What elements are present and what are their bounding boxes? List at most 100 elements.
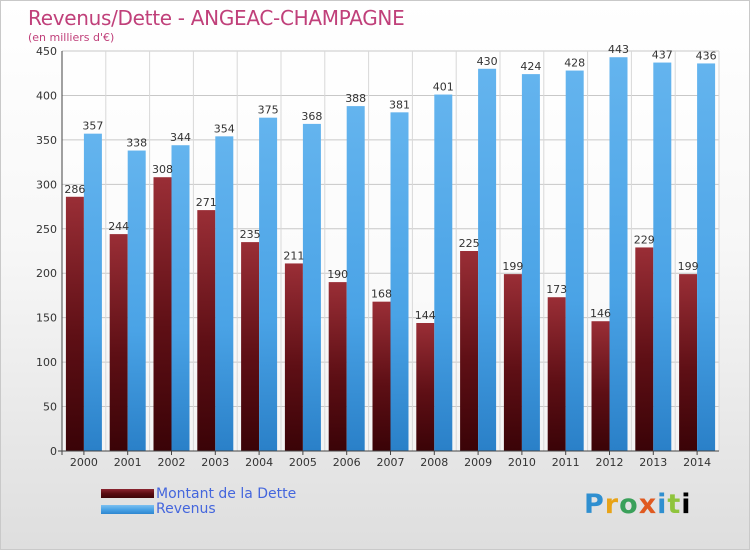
data-label-dette: 308 <box>152 163 173 176</box>
data-label-dette: 225 <box>459 237 480 250</box>
x-tick-label: 2011 <box>552 456 580 469</box>
x-tick-label: 2014 <box>683 456 711 469</box>
bar-revenus <box>171 145 190 451</box>
data-label-dette: 211 <box>283 249 304 262</box>
bars <box>65 57 716 452</box>
data-label-revenus: 428 <box>564 57 585 70</box>
legend-label-revenus: Revenus <box>156 501 216 517</box>
data-label-revenus: 338 <box>126 137 147 150</box>
bar-dette <box>241 242 260 451</box>
data-labels: 286 357 244 338 308 344 271 354 235 375 211 368 190 3… <box>64 43 716 322</box>
data-label-dette: 144 <box>415 309 436 322</box>
bar-revenus <box>478 68 497 452</box>
axes: 0 50 100 150 200 250 300 350 400 450 2000 2001 2002 2… <box>36 45 719 469</box>
logo-letter: r <box>604 489 620 520</box>
bar-dette <box>635 247 654 451</box>
bar-dette <box>328 282 347 451</box>
x-tick-label: 2001 <box>114 456 142 469</box>
data-label-revenus: 436 <box>696 49 717 62</box>
y-tick-label: 0 <box>50 445 57 458</box>
x-tick-label: 2003 <box>201 456 229 469</box>
data-label-dette: 199 <box>678 260 699 273</box>
x-tick-label: 2005 <box>289 456 317 469</box>
y-tick-label: 450 <box>36 45 57 58</box>
x-tick-label: 2012 <box>596 456 624 469</box>
bar-dette <box>372 301 391 451</box>
bar-revenus <box>127 150 146 452</box>
bar-dette <box>153 177 172 451</box>
bar-dette <box>503 274 522 451</box>
data-label-dette: 229 <box>634 233 655 246</box>
data-label-dette: 271 <box>196 196 217 209</box>
data-label-dette: 235 <box>240 228 261 241</box>
data-label-revenus: 375 <box>258 104 279 117</box>
bar-dette <box>197 210 216 451</box>
y-tick-label: 300 <box>36 178 57 191</box>
data-label-revenus: 381 <box>389 98 410 111</box>
y-tick-label: 50 <box>43 401 57 414</box>
bar-dette <box>460 251 479 451</box>
bar-revenus <box>390 112 409 451</box>
data-label-dette: 146 <box>590 307 611 320</box>
bar-revenus <box>521 74 540 451</box>
bar-revenus <box>346 106 365 451</box>
bar-revenus <box>434 94 453 452</box>
y-tick-label: 100 <box>36 356 57 369</box>
x-tick-label: 2002 <box>158 456 186 469</box>
bar-revenus <box>697 63 716 451</box>
data-label-dette: 190 <box>327 268 348 281</box>
y-tick-label: 350 <box>36 134 57 147</box>
data-label-revenus: 401 <box>433 81 454 94</box>
x-tick-label: 2007 <box>377 456 405 469</box>
data-label-revenus: 424 <box>520 60 541 73</box>
bar-revenus <box>609 57 628 451</box>
bar-dette <box>679 274 698 451</box>
proxiti-logo: Proxiti <box>584 489 692 520</box>
data-label-revenus: 443 <box>608 43 629 56</box>
bar-dette <box>591 321 610 451</box>
x-tick-label: 2013 <box>639 456 667 469</box>
x-tick-label: 2004 <box>245 456 273 469</box>
logo-letter: o <box>619 489 639 520</box>
legend-swatch-revenus <box>101 505 154 514</box>
data-label-revenus: 430 <box>477 55 498 68</box>
bar-revenus <box>302 123 321 451</box>
bar-dette <box>284 263 303 451</box>
data-label-dette: 173 <box>546 283 567 296</box>
bar-dette <box>65 196 84 451</box>
logo-letter: P <box>584 489 605 520</box>
data-label-dette: 168 <box>371 288 392 301</box>
x-tick-label: 2008 <box>420 456 448 469</box>
y-tick-label: 250 <box>36 223 57 236</box>
data-label-revenus: 344 <box>170 131 191 144</box>
y-tick-label: 200 <box>36 267 57 280</box>
chart-title: Revenus/Dette - ANGEAC-CHAMPAGNE <box>28 6 405 30</box>
logo-letter: t <box>667 489 682 520</box>
logo-letter: i <box>657 489 668 520</box>
data-label-dette: 199 <box>502 260 523 273</box>
bar-dette <box>416 323 435 451</box>
legend-swatch-dette <box>101 489 154 498</box>
legend-label-dette: Montant de la Dette <box>156 486 297 502</box>
data-label-revenus: 368 <box>301 110 322 123</box>
data-label-revenus: 388 <box>345 92 366 105</box>
bar-revenus <box>653 62 672 452</box>
data-label-dette: 286 <box>64 183 85 196</box>
chart-subtitle: (en milliers d'€) <box>28 31 115 44</box>
bar-revenus <box>259 117 278 452</box>
data-label-dette: 244 <box>108 220 129 233</box>
data-label-revenus: 437 <box>652 49 673 62</box>
y-tick-label: 400 <box>36 89 57 102</box>
x-tick-label: 2009 <box>464 456 492 469</box>
bar-revenus <box>565 70 584 452</box>
data-label-revenus: 354 <box>214 122 235 135</box>
bar-dette <box>547 297 566 451</box>
data-label-revenus: 357 <box>82 120 103 133</box>
x-tick-label: 2006 <box>333 456 361 469</box>
logo-letter: i <box>681 489 692 520</box>
x-tick-label: 2000 <box>70 456 98 469</box>
y-tick-label: 150 <box>36 312 57 325</box>
bar-dette <box>109 234 128 451</box>
